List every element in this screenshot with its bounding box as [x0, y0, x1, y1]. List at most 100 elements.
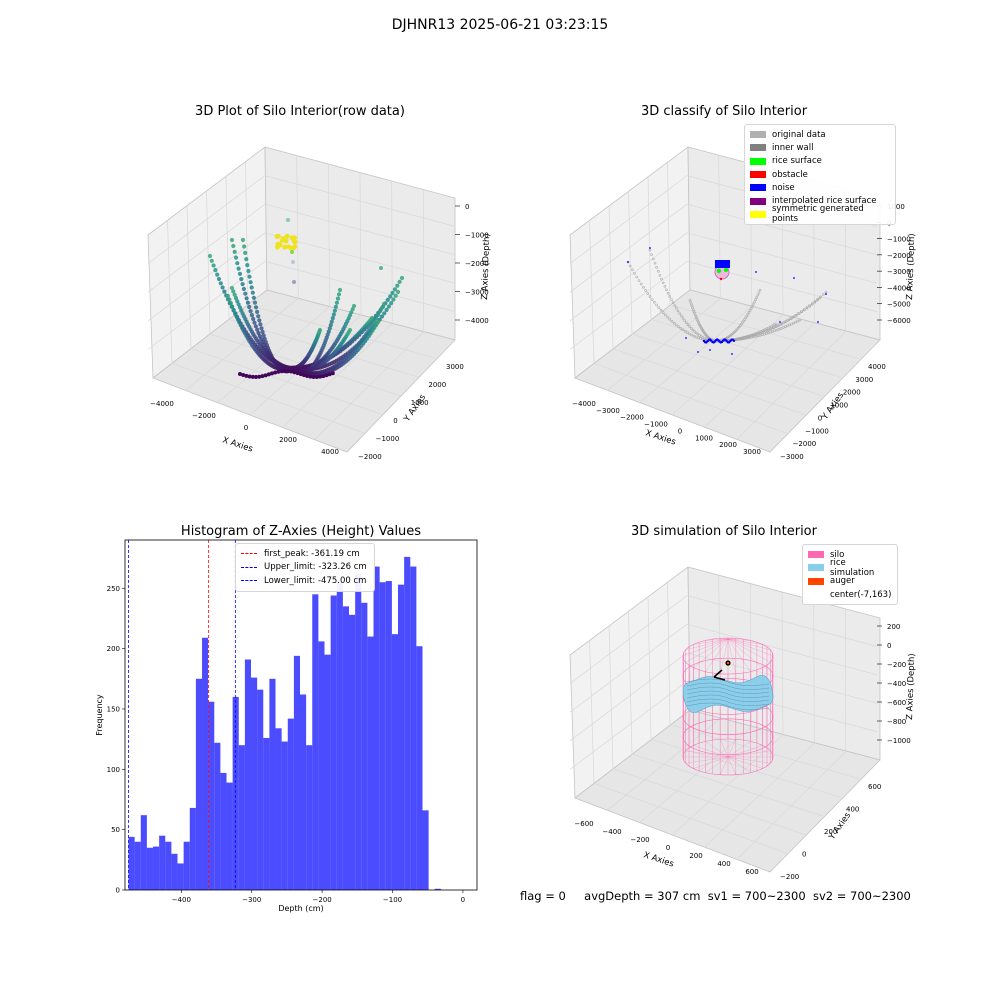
plot4-title: 3D simulation of Silo Interior: [631, 524, 817, 539]
plot2-ztick: −5000: [887, 301, 911, 309]
plot2-point: [750, 304, 754, 308]
plot2-point: [655, 303, 658, 307]
hist-bar: [165, 841, 172, 890]
plot4-ylabel: Y Axies: [827, 810, 854, 842]
plot1-point: [245, 263, 250, 268]
plot1-point: [227, 297, 232, 302]
plot1-point: [236, 266, 241, 271]
plot2-noise-cluster: [715, 260, 730, 268]
plot2-noise-point: [793, 277, 795, 279]
hist-bar: [146, 847, 154, 890]
plot2-point: [746, 312, 750, 316]
plot4-ztick: −200: [887, 661, 906, 669]
plot1-point: [386, 304, 391, 309]
legend-swatch: [750, 171, 766, 179]
plot2-point: [777, 327, 781, 331]
hist-bar: [373, 566, 380, 890]
hist-bar: [324, 654, 331, 890]
plot2-legend-item: symmetric generated points: [750, 204, 890, 224]
plot2-point: [653, 300, 656, 304]
plot2-point: [693, 330, 696, 333]
silo-wire: [727, 638, 774, 657]
plot2-point: [819, 295, 822, 299]
plot1-point: [289, 369, 294, 374]
plot2-point: [665, 288, 668, 292]
plot1-point: [232, 292, 237, 297]
hist-ytick: 0: [116, 887, 120, 895]
plot2-point: [810, 302, 814, 305]
silo-wire: [727, 756, 751, 773]
plot2-point: [644, 289, 647, 292]
plot1-point: [250, 374, 255, 379]
plot1-point: [393, 293, 398, 298]
plot2-point: [769, 330, 772, 334]
hist-bar: [349, 614, 356, 890]
plot2-ytick: 3000: [855, 376, 873, 384]
plot2-point: [691, 328, 695, 332]
plot2-obstacle-point: [719, 277, 723, 281]
plot1-point: [231, 307, 236, 312]
plot2-point: [790, 317, 793, 320]
plot1-point: [308, 374, 313, 379]
plot1-point: [327, 326, 332, 331]
plot1-point: [302, 373, 306, 378]
hist-bar: [306, 745, 313, 890]
plot2-ytick: 1000: [830, 402, 848, 410]
plot2-point: [679, 327, 683, 330]
hist-bar: [422, 810, 429, 890]
plot2-point: [688, 332, 691, 336]
silo-wire: [682, 638, 729, 657]
plot1-point: [243, 250, 248, 255]
plot2-point: [653, 261, 657, 265]
plot1-point: [247, 274, 252, 279]
plot1-point: [391, 297, 396, 302]
plot1-point: [256, 330, 261, 336]
plot2-point: [744, 316, 748, 320]
hist-bar: [244, 659, 252, 890]
plot2-title: 3D classify of Silo Interior: [640, 104, 808, 119]
legend-label: symmetric generated points: [772, 204, 864, 225]
plot2-point: [749, 307, 753, 310]
hist-ylabel: Frequency: [95, 694, 104, 736]
plot2-point: [775, 324, 778, 328]
legend-line: [241, 553, 257, 555]
legend-swatch: [808, 591, 824, 598]
plot2-point: [791, 315, 795, 319]
legend-label: original data: [772, 129, 826, 140]
plot1-point: [239, 277, 244, 282]
plot2-point: [741, 336, 745, 339]
plot2-point: [748, 309, 752, 312]
hist-ytick: 100: [107, 766, 120, 774]
hist-xlabel: Depth (cm): [278, 904, 323, 913]
plot2-point: [786, 318, 789, 322]
silo-wire: [727, 638, 771, 651]
plot2-noise-point: [627, 261, 629, 263]
plot1-point: [234, 314, 239, 319]
plot1-point: [247, 304, 252, 310]
plot1-point: [286, 218, 290, 222]
plot1-point: [330, 371, 335, 376]
silo-wire: [705, 638, 729, 672]
plot2-ztick: −4000: [887, 284, 911, 292]
plot1-point: [392, 287, 397, 292]
plot2-ytick: 2000: [843, 389, 861, 397]
plot2-point: [688, 325, 691, 328]
hist-bar: [275, 728, 282, 890]
plot1-point: [233, 255, 239, 260]
plot2-point: [749, 334, 752, 337]
plot4-xtick: −600: [574, 820, 593, 828]
plot1-cluster-point: [276, 233, 281, 239]
plot1-point: [347, 327, 353, 333]
hist-bar: [287, 718, 294, 890]
plot1-point: [263, 340, 268, 345]
plot1-xtick: 2000: [279, 436, 297, 444]
plot1-point: [379, 314, 385, 319]
rice-mesh-line: [686, 702, 770, 710]
plot2-point: [740, 336, 743, 340]
plot2-xtick: 1000: [695, 434, 713, 442]
plot2-point: [663, 284, 667, 288]
status-sv2: sv2 = 700~2300: [812, 889, 911, 903]
plot1-point: [211, 263, 216, 268]
legend-swatch: [750, 144, 766, 152]
plot2-point: [697, 322, 701, 326]
